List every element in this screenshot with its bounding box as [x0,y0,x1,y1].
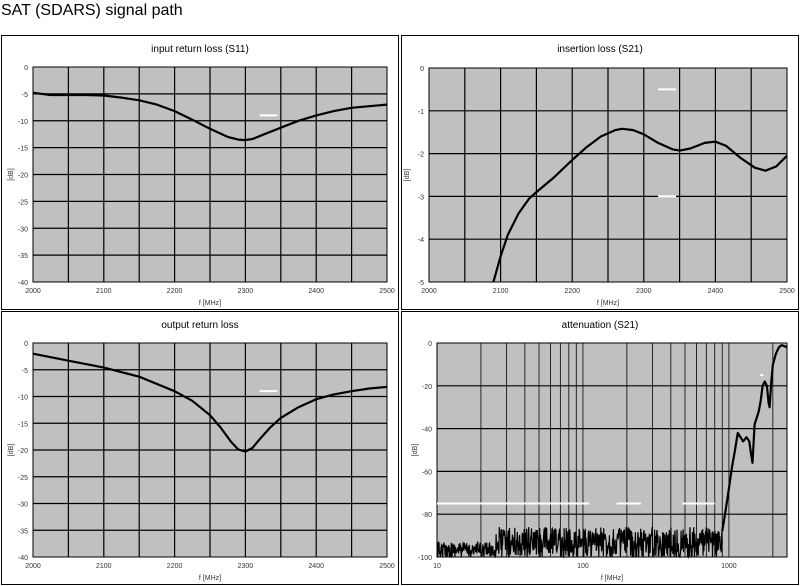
page-title: SAT (SDARS) signal path [1,2,183,19]
y-tick-label: -4 [418,237,424,244]
x-tick-label: 2400 [308,288,324,295]
y-tick-label: -40 [422,427,432,434]
x-tick-label: 2200 [564,288,580,295]
chart-title: output return loss [161,320,239,331]
x-tick-label: 2100 [96,563,112,570]
y-tick-label: -35 [18,528,28,535]
chart-panel-input-return-loss: input return loss (S11) 0 -5 -10 -15 -20 -25 -… [1,35,399,310]
y-tick-label: -35 [18,253,28,260]
y-tick-label: -60 [422,469,432,476]
y-tick-label: -40 [18,555,28,562]
x-axis-label: f [MHz] [199,575,221,582]
y-tick-label: -20 [18,173,28,180]
y-tick-label: -5 [418,280,424,287]
y-tick-label: -5 [22,368,28,375]
x-tick-label: 2500 [779,288,795,295]
x-tick-label: 1000 [721,563,737,570]
y-tick-label: -10 [18,395,28,402]
series-line-s21 [721,343,788,532]
y-tick-label: -15 [18,146,28,153]
y-tick-label: -2 [418,152,424,159]
y-axis-label: [dB] [404,169,411,182]
y-tick-label: 0 [24,341,28,348]
series-line-s21 [492,127,788,283]
y-tick-label: -15 [18,421,28,428]
x-axis-label: f [MHz] [601,575,623,582]
x-axis-label: f [MHz] [597,300,619,307]
y-tick-label: -25 [18,199,28,206]
x-tick-label: 2000 [421,288,437,295]
y-tick-label: 0 [428,341,432,348]
y-tick-label: 0 [24,65,28,72]
x-tick-label: 2200 [167,288,183,295]
series-line-s22 [32,352,388,453]
y-tick-label: -25 [18,475,28,482]
x-tick-label: 2200 [167,563,183,570]
y-axis-label: [dB] [8,168,15,181]
chart-title: insertion loss (S21) [557,44,643,55]
x-tick-label: 2100 [493,288,509,295]
x-axis-label: f [MHz] [199,300,221,307]
x-tick-label: 2000 [25,563,41,570]
x-tick-label: 2400 [308,563,324,570]
series-line-s11 [32,91,388,142]
x-tick-label: 2300 [238,288,254,295]
y-axis-label: [dB] [412,444,419,457]
y-tick-label: 0 [420,66,424,73]
y-tick-label: -40 [18,280,28,287]
chart-panel-insertion-loss: insertion loss (S21) 0 -1 -2 -3 -4 -5 2000 2100… [401,35,799,310]
y-tick-label: -20 [18,448,28,455]
x-tick-label: 100 [577,563,589,570]
x-tick-label: 2300 [636,288,652,295]
x-tick-label: 2000 [25,288,41,295]
x-tick-label: 2500 [379,563,395,570]
y-tick-label: -1 [418,109,424,116]
chart-title: input return loss (S11) [151,44,249,55]
x-tick-label: 2300 [238,563,254,570]
noise-floor-trace [436,526,723,560]
chart-panel-attenuation: attenuation (S21) 0 -20 -40 -60 -80 -100 10 100… [401,311,799,585]
y-tick-label: -20 [422,384,432,391]
y-tick-label: -5 [22,92,28,99]
chart-panel-output-return-loss: output return loss 0 -5 -10 -15 -20 -25 -30 -35… [1,311,399,585]
y-axis-label: [dB] [8,444,15,457]
x-tick-label: 2100 [96,288,112,295]
y-tick-label: -100 [418,555,432,562]
y-tick-label: -10 [18,119,28,126]
y-tick-label: -80 [422,512,432,519]
x-tick-label: 10 [433,563,441,570]
y-tick-label: -30 [18,502,28,509]
x-tick-label: 2400 [708,288,724,295]
y-tick-label: -30 [18,226,28,233]
chart-title: attenuation (S21) [561,320,639,331]
y-tick-label: -3 [418,194,424,201]
x-tick-label: 2500 [379,288,395,295]
